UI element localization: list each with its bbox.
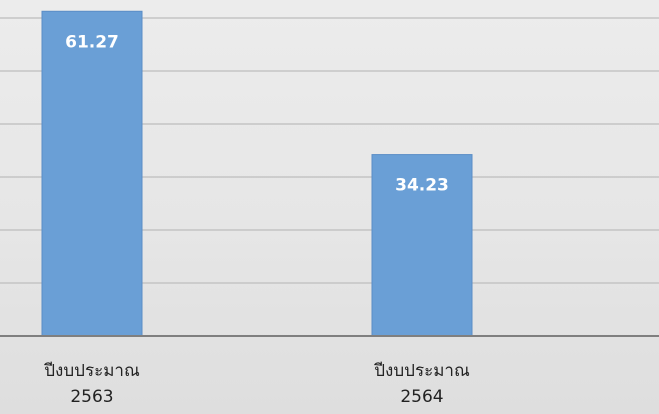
category-label-year: 2563 — [70, 387, 113, 407]
bars — [41, 10, 473, 337]
category-labels: ปีงบประมาณ 2563 ปีงบประมาณ 2564 — [43, 361, 470, 407]
category-label-line: ปีงบประมาณ — [373, 361, 470, 381]
data-label: 34.23 — [395, 176, 449, 196]
data-labels: 61.27 34.23 — [65, 32, 449, 195]
bar — [41, 10, 143, 337]
data-label: 61.27 — [65, 32, 119, 52]
category-label-line: ปีงบประมาณ — [43, 361, 140, 381]
category-label-year: 2564 — [400, 387, 443, 407]
